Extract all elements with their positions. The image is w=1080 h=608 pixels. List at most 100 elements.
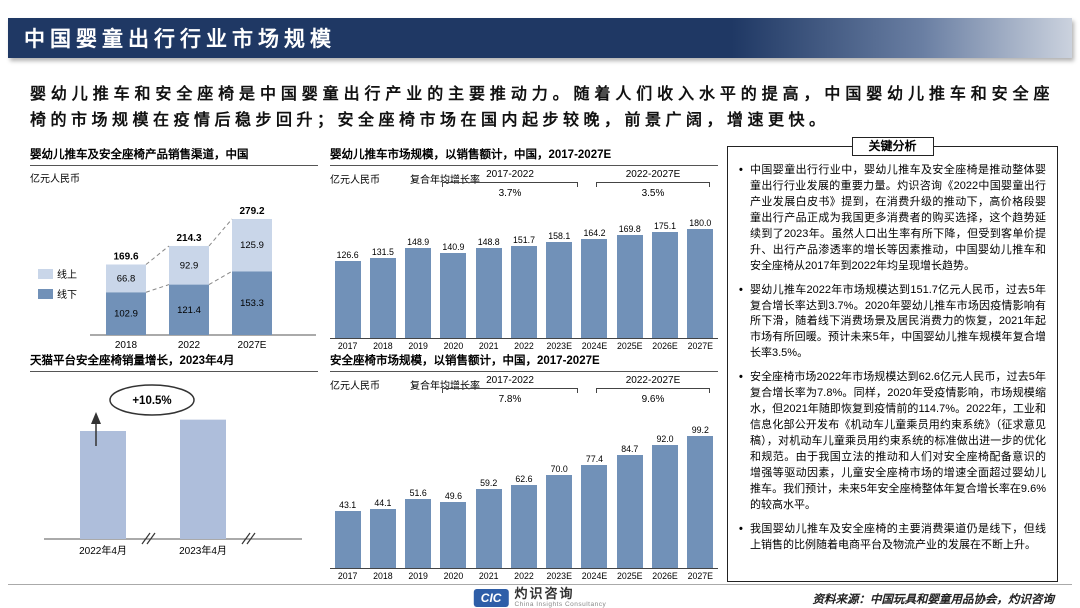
legend-label: 线下 (57, 288, 77, 301)
trend-dash (208, 218, 233, 247)
bar-column-2020: 140.9 (436, 242, 471, 338)
cagr-period: 2017-2022 (486, 169, 534, 180)
bar-plot: 126.6 131.5 148.9 140.9 148.8 151.7 158.1 164.2… (330, 211, 718, 339)
chart-title-sales-channels: 婴幼儿推车及安全座椅产品销售渠道，中国 (30, 146, 318, 166)
segment-value: 125.9 (240, 240, 264, 251)
cic-logo-subtitle: China Insights Consultancy (514, 601, 607, 608)
x-tick: 2023E (546, 341, 572, 351)
bar (475, 247, 502, 338)
cic-logo-text: 灼识咨询 China Insights Consultancy (514, 586, 607, 608)
axis-break (141, 532, 151, 545)
bar-column-2018: 131.5 (365, 247, 400, 338)
bar (546, 474, 573, 568)
bar (652, 445, 679, 568)
bar (616, 455, 643, 568)
bar-offline (106, 292, 146, 335)
trend-dash (145, 284, 170, 293)
bar-column-2027E: 99.2 (683, 425, 718, 568)
x-tick: 2022 (178, 340, 201, 351)
bar (510, 246, 537, 338)
bar (581, 238, 608, 338)
cagr-value: 9.6% (641, 394, 665, 405)
tmall-bar-chart: 2022年4月 2023年4月 +10.5% (44, 384, 302, 557)
bar-value: 126.6 (336, 250, 359, 261)
bar-online (232, 219, 272, 272)
bar-value: 44.1 (374, 498, 392, 509)
bar-column-2021: 59.2 (471, 478, 506, 568)
cic-logo: CIC 灼识咨询 China Insights Consultancy (473, 586, 607, 608)
segment-value: 121.4 (177, 305, 201, 316)
x-tick: 2025E (617, 571, 643, 581)
bar (180, 419, 226, 539)
total-value: 214.3 (176, 233, 201, 244)
stacked-bar-chart: 102.9 66.8 169.6 2018 121.4 92.9 214.3 2022 153.… (38, 206, 316, 351)
x-tick: 2017 (337, 341, 358, 351)
bar-column-2019: 51.6 (401, 488, 436, 568)
footer-divider (8, 584, 1072, 585)
bar-value: 148.8 (477, 236, 500, 247)
x-tick: 2023E (546, 571, 572, 581)
x-tick: 2027E (687, 341, 713, 351)
cagr-value: 3.7% (498, 188, 522, 199)
bar-offline (232, 271, 272, 335)
bar-value: 180.0 (689, 218, 712, 228)
bar-column-2017: 126.6 (330, 250, 365, 338)
bar-online (169, 245, 209, 285)
bar-offline (169, 284, 209, 335)
cagr-period: 2022-2027E (625, 375, 681, 386)
bar (475, 489, 502, 568)
bar (616, 235, 643, 338)
bar-column-2021: 148.8 (471, 237, 506, 338)
bar-column-2020: 49.6 (436, 491, 471, 568)
x-tick: 2027E (687, 571, 713, 581)
growth-annotation-oval (109, 384, 195, 416)
analysis-bullet: 安全座椅市场2022年市场规模达到62.6亿元人民币，过去5年复合增长率为7.8… (739, 370, 1046, 513)
page-title: 中国婴童出行行业市场规模 (24, 28, 336, 51)
x-tick: 2026E (652, 571, 678, 581)
bar-column-2026E: 92.0 (647, 434, 682, 568)
chart-meta: 亿元人民币 复合年均增长率 2017-2022 3.7% 2022-2027E … (330, 169, 718, 211)
bar-value: 148.9 (407, 236, 430, 247)
data-source: 资料来源：中国玩具和婴童用品协会，灼识咨询 (812, 594, 1055, 606)
x-tick: 2024E (581, 571, 608, 581)
bar-value: 70.0 (550, 463, 568, 474)
growth-annotation: +10.5% (132, 395, 171, 407)
cagr-value: 7.8% (498, 394, 522, 405)
bar-value: 84.7 (621, 444, 639, 455)
bar-value: 92.0 (656, 434, 674, 445)
x-tick: 2025E (617, 341, 643, 351)
bar (687, 229, 714, 338)
bar (581, 464, 608, 568)
key-analysis-panel: 关键分析 中国婴童出行行业中，婴幼儿推车及安全座椅是推动整体婴童出行行业发展的重… (727, 137, 1058, 582)
bar-value: 62.6 (515, 473, 533, 484)
cagr-label: 复合年均增长率 (410, 381, 480, 392)
bar-column-2024E: 77.4 (577, 454, 612, 568)
bar (546, 242, 573, 338)
bar-column-2025E: 169.8 (612, 224, 647, 338)
chart-title-tmall: 天猫平台安全座椅销量增长，2023年4月 (30, 352, 318, 372)
trend-dash (208, 270, 233, 285)
bar (652, 232, 679, 338)
growth-arrow-head (91, 412, 101, 424)
trend-dash (145, 245, 170, 265)
x-tick: 2020 (443, 341, 464, 351)
bar-plot: 43.1 44.1 51.6 49.6 59.2 62.6 70.0 77.4 84.7 92.0… (330, 417, 718, 569)
cagr-bracket (596, 182, 710, 187)
segment-value: 92.9 (180, 260, 199, 271)
x-tick: 2022年4月 (79, 544, 127, 557)
bar-value: 169.8 (618, 224, 641, 235)
bar-value: 43.1 (339, 499, 357, 510)
bar-value: 164.2 (583, 227, 606, 238)
bar-column-2017: 43.1 (330, 499, 365, 568)
total-value: 169.6 (113, 251, 138, 262)
cic-logo-mark: CIC (473, 588, 509, 607)
bar-value: 131.5 (371, 247, 394, 258)
bar-column-2026E: 175.1 (647, 221, 682, 338)
x-axis-labels: 2017 2018 2019 2020 2021 2022 2023E 2024E 2025E 2… (330, 569, 718, 581)
total-value: 279.2 (239, 206, 264, 217)
bar (687, 435, 714, 568)
cagr-block-2017-2022: 2017-2022 3.7% (442, 169, 578, 199)
bar (440, 501, 467, 568)
bar (369, 258, 396, 338)
